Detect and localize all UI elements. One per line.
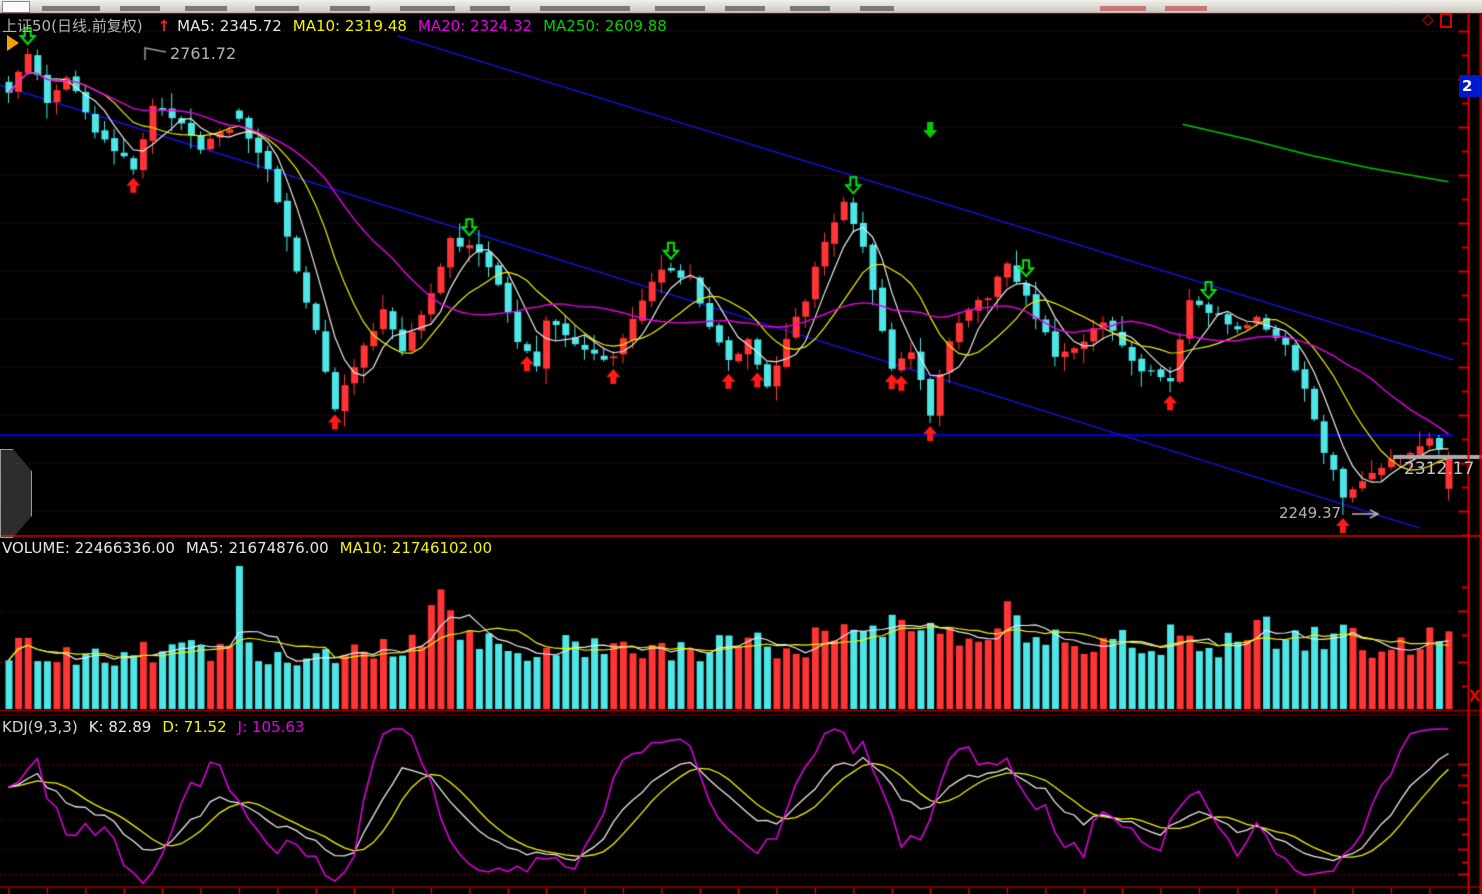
kdj-header: KDJ(9,3,3) K: 82.89 D: 71.52 J: 105.63	[2, 718, 315, 736]
square-icon[interactable]	[1440, 13, 1452, 28]
volume-ma5-value: MA5: 21674876.00	[185, 539, 329, 557]
instrument-title: 上证50(日线.前复权)	[2, 17, 143, 35]
chart-header: 上证50(日线.前复权) ↑ MA5: 2345.72 MA10: 2319.48 MA…	[2, 15, 678, 36]
diamond-icon[interactable]: ◇	[1422, 10, 1434, 28]
ma10-value: MA10: 2319.48	[292, 17, 407, 35]
ma250-value: MA250: 2609.88	[543, 17, 667, 35]
kdj-k-value: K: 82.89	[88, 718, 152, 736]
low-price-annotation: 2249.37	[1279, 504, 1342, 522]
ma5-value: MA5: 2345.72	[177, 17, 282, 35]
last-price-annotation: 2312.17	[1404, 459, 1475, 479]
close-x-icon[interactable]: X	[1469, 687, 1481, 705]
volume-ma10-value: MA10: 21746102.00	[339, 539, 492, 557]
volume-value: VOLUME: 22466336.00	[2, 539, 175, 557]
expand-arrow-icon[interactable]	[7, 35, 19, 51]
kdj-title: KDJ(9,3,3)	[2, 718, 78, 736]
kdj-d-value: D: 71.52	[162, 718, 227, 736]
axis-price-tag: 2	[1459, 75, 1482, 97]
ma20-value: MA20: 2324.32	[417, 17, 533, 35]
up-arrow-icon: ↑	[157, 17, 171, 35]
kdj-j-value: J: 105.63	[237, 718, 305, 736]
high-price-annotation: 2761.72	[170, 44, 237, 63]
volume-header: VOLUME: 22466336.00 MA5: 21674876.00 MA10:…	[2, 539, 503, 557]
